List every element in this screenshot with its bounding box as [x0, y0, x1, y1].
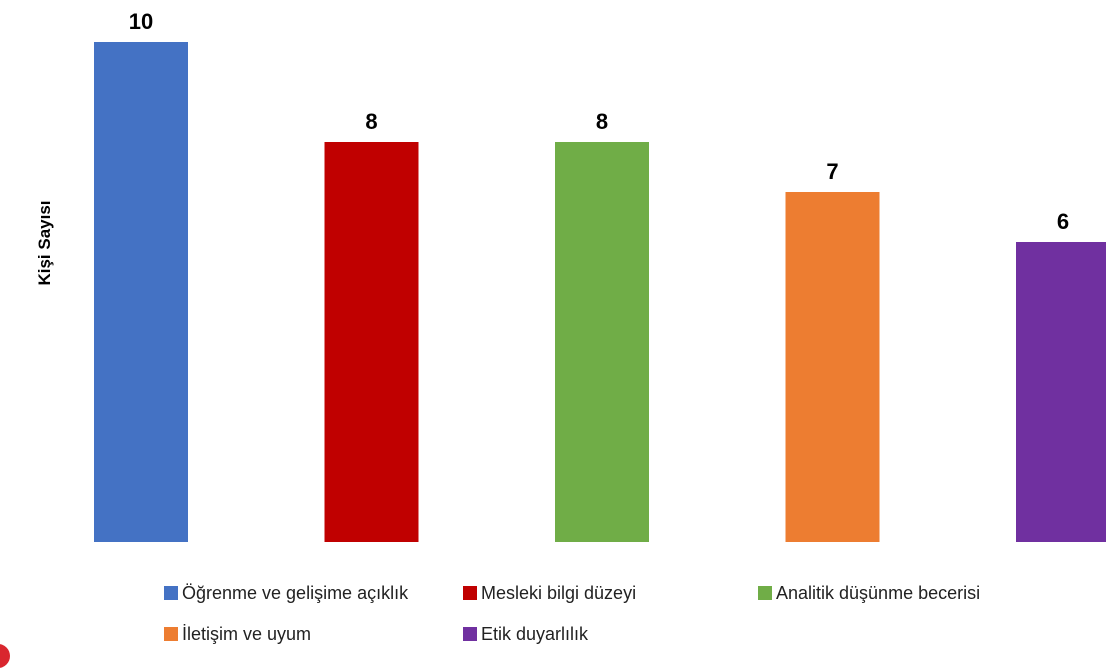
legend-swatch: [164, 627, 178, 641]
bar-5: [1016, 242, 1106, 542]
data-labels-group: 10 8 8 7 6: [129, 9, 1069, 234]
data-label-1: 10: [129, 9, 153, 34]
legend: Öğrenme ve gelişime açıklık Mesleki bilg…: [0, 570, 1106, 657]
legend-swatch: [463, 627, 477, 641]
legend-item-mesleki: Mesleki bilgi düzeyi: [463, 581, 636, 605]
data-label-5: 6: [1057, 209, 1069, 234]
legend-label: Mesleki bilgi düzeyi: [481, 582, 637, 603]
bar-4: [785, 192, 880, 542]
legend-item-ogrenme: Öğrenme ve gelişime açıklık: [164, 581, 408, 605]
y-axis-label: Kişi Sayısı: [35, 200, 54, 285]
legend-swatch: [164, 586, 178, 600]
bar-3: [555, 142, 649, 542]
legend-item-etik: Etik duyarlılık: [463, 622, 588, 646]
legend-item-iletisim: İletişim ve uyum: [164, 622, 311, 646]
corner-logo-mark: [0, 644, 10, 668]
legend-swatch: [463, 586, 477, 600]
bars-group: [94, 42, 1106, 542]
data-label-2: 8: [365, 109, 377, 134]
legend-label: İletişim ve uyum: [182, 623, 312, 644]
bar-2: [324, 142, 419, 542]
legend-label: Etik duyarlılık: [481, 623, 589, 644]
data-label-4: 7: [826, 159, 838, 184]
legend-swatch: [758, 586, 772, 600]
bar-chart: Kişi Sayısı 10 8 8 7 6: [35, 9, 1106, 542]
legend-label: Öğrenme ve gelişime açıklık: [182, 582, 409, 603]
legend-item-analitik: Analitik düşünme becerisi: [758, 581, 980, 605]
bar-1: [94, 42, 188, 542]
legend-label: Analitik düşünme becerisi: [776, 582, 981, 603]
data-label-3: 8: [596, 109, 608, 134]
